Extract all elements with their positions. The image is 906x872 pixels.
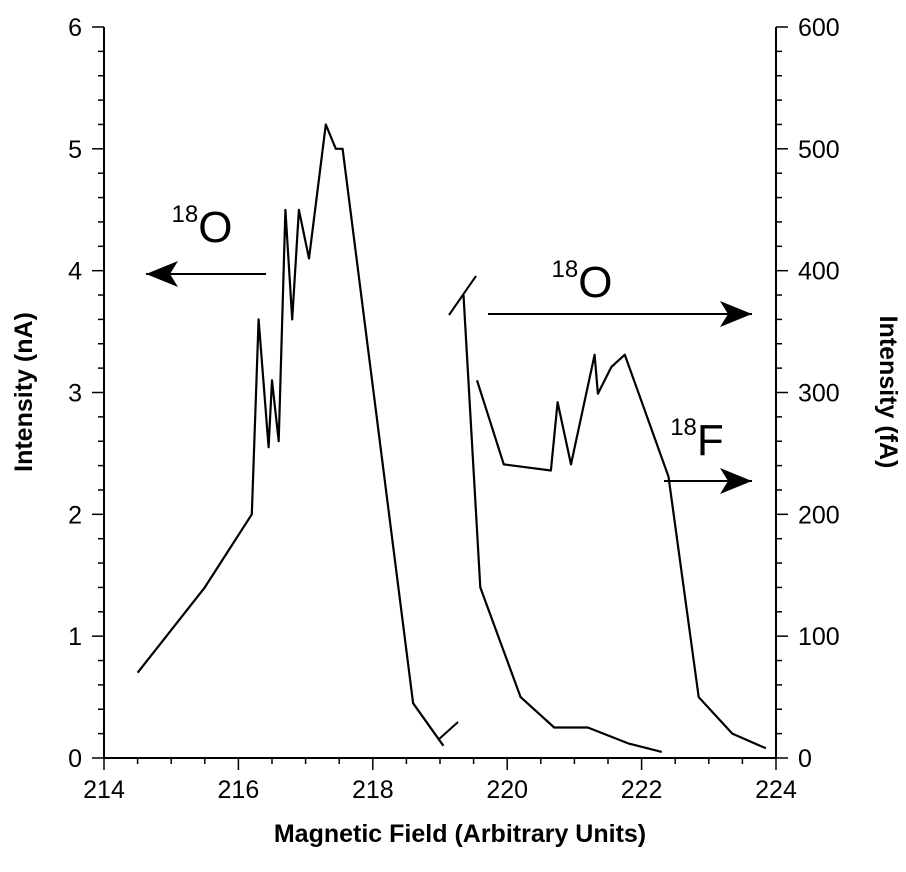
series-line-2 <box>462 294 663 753</box>
y-right-tick-label: 300 <box>798 380 840 408</box>
y-right-tick-label: 0 <box>798 745 812 773</box>
arrow-head-1 <box>146 261 178 287</box>
y-right-tick-label: 500 <box>798 136 840 164</box>
x-tick-label: 216 <box>218 776 260 804</box>
x-axis-title: Magnetic Field (Arbitrary Units) <box>274 820 646 848</box>
annotation-label-3: 18F <box>670 414 724 465</box>
ticks <box>92 26 788 770</box>
tick-labels: 214 216 218 220 222 2240123456010020030040050… <box>68 14 840 804</box>
x-tick-label: 220 <box>486 776 528 804</box>
y-left-tick-label: 4 <box>68 258 82 286</box>
annotation-label-1: 18O <box>172 201 233 252</box>
series-line-1 <box>136 123 445 747</box>
x-tick-label: 224 <box>755 776 797 804</box>
annotations: 18O 18O 18F <box>146 201 752 494</box>
y-left-tick-label: 5 <box>68 136 82 164</box>
y-right-tick-label: 100 <box>798 623 840 651</box>
y-right-tick-label: 200 <box>798 501 840 529</box>
y-left-tick-label: 2 <box>68 501 82 529</box>
x-tick-label: 218 <box>352 776 394 804</box>
x-tick-label: 222 <box>621 776 663 804</box>
y-left-tick-label: 1 <box>68 623 82 651</box>
arrow-head-3 <box>720 468 752 494</box>
arrow-head-2 <box>720 301 752 327</box>
axes <box>103 27 777 759</box>
annotation-label-2: 18O <box>552 256 613 307</box>
y-right-tick-label: 600 <box>798 14 840 42</box>
x-tick-label: 214 <box>83 776 125 804</box>
y-left-tick-label: 3 <box>68 380 82 408</box>
y-left-tick-label: 0 <box>68 745 82 773</box>
axis-break-mark-lower <box>437 721 459 741</box>
axis-break-mark-upper <box>448 275 477 316</box>
series-line-3 <box>475 353 767 750</box>
series <box>136 123 767 753</box>
y-axis-right-title: Intensity (fA) <box>874 316 902 469</box>
y-right-tick-label: 400 <box>798 258 840 286</box>
y-axis-left-title: Intensity (nA) <box>10 312 38 472</box>
y-left-tick-label: 6 <box>68 14 82 42</box>
